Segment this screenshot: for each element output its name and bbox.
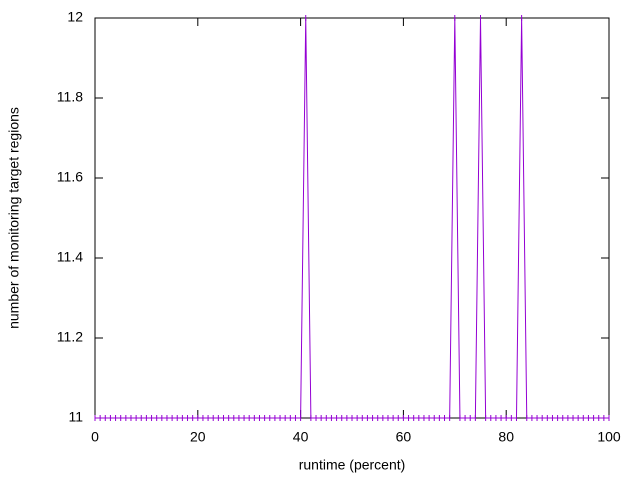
x-tick-label: 20 [190, 429, 206, 445]
x-axis-label: runtime (percent) [299, 457, 406, 473]
x-tick-label: 0 [91, 429, 99, 445]
y-tick-label: 11.6 [57, 169, 83, 185]
plot-frame [94, 17, 610, 419]
y-tick-label: 12 [67, 9, 83, 25]
y-tick-label: 11.4 [57, 249, 83, 265]
y-tick-label: 11.8 [57, 89, 83, 105]
x-tick-label: 80 [498, 429, 514, 445]
data-line [95, 17, 609, 419]
x-tick-label: 40 [293, 429, 309, 445]
y-tick-label: 11 [68, 409, 83, 425]
x-tick-label: 60 [396, 429, 412, 445]
y-axis-label: number of monitoring target regions [6, 107, 22, 329]
y-tick-label: 11.2 [57, 329, 83, 345]
x-tick-label: 100 [597, 429, 621, 445]
